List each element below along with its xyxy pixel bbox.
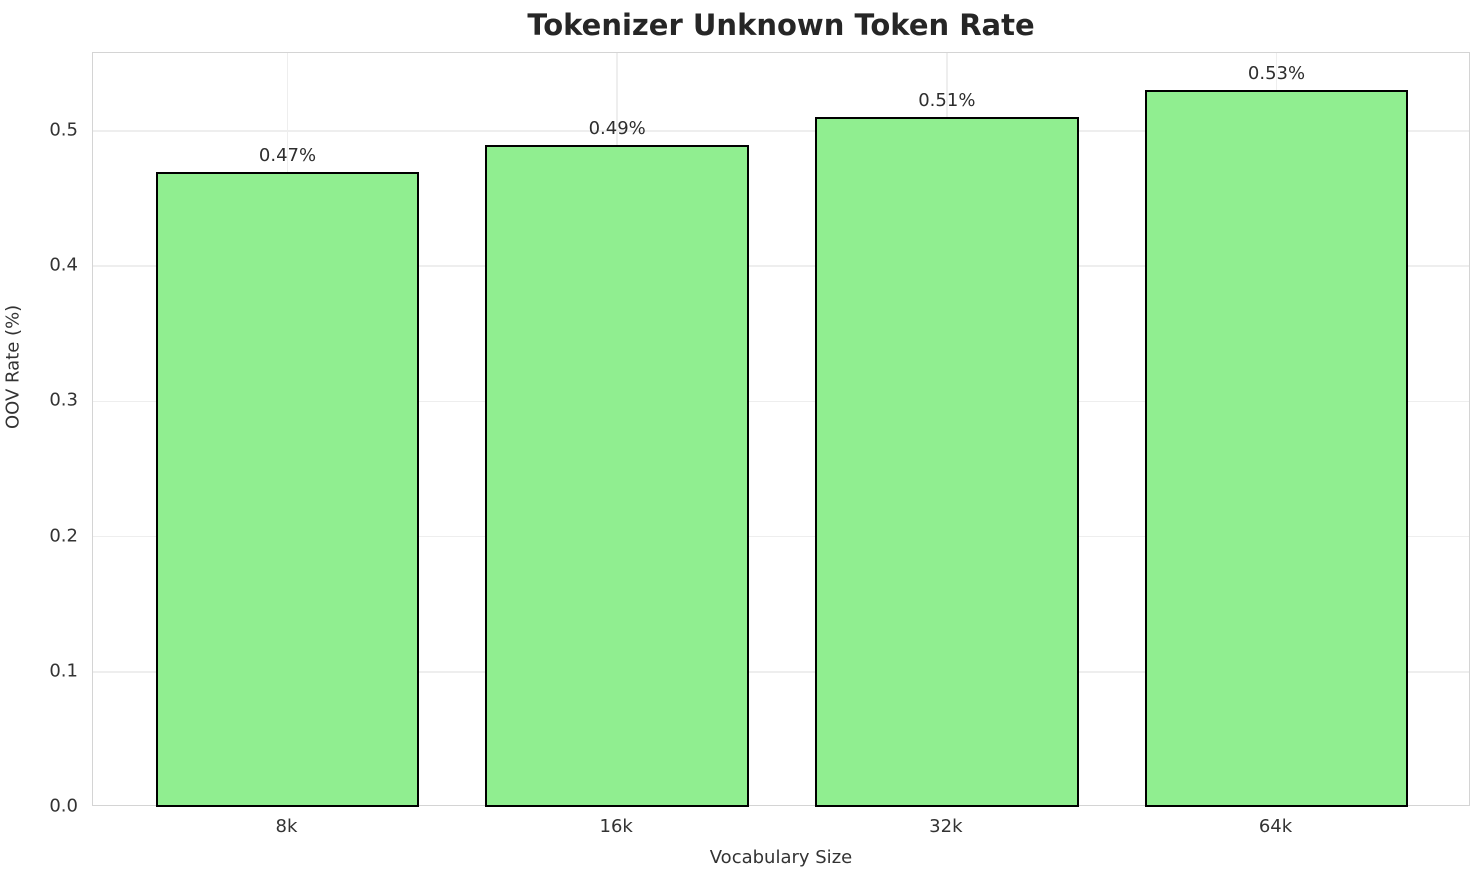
x-tick-label: 64k xyxy=(1258,816,1293,837)
bar-16k xyxy=(485,144,750,807)
y-tick-label: 0.4 xyxy=(49,254,78,276)
y-tick-label: 0.2 xyxy=(49,525,78,547)
h-gridline xyxy=(93,130,1469,132)
x-tick-label: 32k xyxy=(929,816,963,837)
chart-title: Tokenizer Unknown Token Rate xyxy=(527,8,1035,42)
h-gridline xyxy=(93,535,1469,538)
h-gridline xyxy=(93,265,1469,267)
bar-value-label: 0.49% xyxy=(588,117,646,139)
bar-value-label: 0.53% xyxy=(1247,63,1306,85)
y-tick-label: 0.1 xyxy=(49,660,78,682)
y-tick-label: 0.5 xyxy=(49,119,78,141)
bar-8k xyxy=(155,171,420,807)
x-tick-label: 16k xyxy=(599,816,633,837)
bar-64k xyxy=(1144,90,1409,807)
x-axis-label: Vocabulary Size xyxy=(709,847,853,868)
y-tick-label: 0.3 xyxy=(49,389,78,411)
h-gridline xyxy=(93,400,1469,403)
h-gridline xyxy=(93,671,1469,673)
bar-32k xyxy=(814,117,1079,807)
bar-value-label: 0.47% xyxy=(258,144,317,166)
y-tick-label: 0.0 xyxy=(49,795,78,817)
plot-area: 0.47% 0.49% 0.51% 0.53% xyxy=(92,52,1470,807)
bar-value-label: 0.51% xyxy=(918,90,976,112)
x-tick-label: 8k xyxy=(275,816,298,837)
